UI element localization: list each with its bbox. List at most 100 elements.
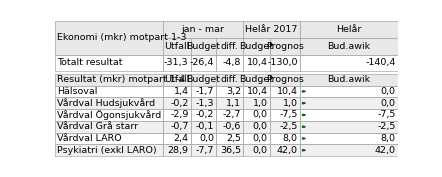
Bar	[216, 97, 243, 109]
Bar	[55, 121, 163, 133]
Bar	[163, 121, 191, 133]
Text: 42,0: 42,0	[277, 146, 298, 155]
Bar	[163, 109, 191, 121]
Bar	[300, 21, 398, 38]
Text: Budget: Budget	[187, 42, 221, 51]
Text: Vårdval Hudsjukvård: Vårdval Hudsjukvård	[57, 98, 156, 108]
Text: Prognos: Prognos	[266, 42, 304, 51]
Bar	[270, 97, 300, 109]
Text: diff.: diff.	[221, 75, 238, 84]
Text: 0,0: 0,0	[253, 110, 268, 119]
Text: Resultat (mkr) motpart 1-4: Resultat (mkr) motpart 1-4	[57, 75, 186, 84]
Text: 2,5: 2,5	[226, 134, 241, 143]
Bar	[300, 97, 398, 109]
Text: Totalt resultat: Totalt resultat	[57, 58, 123, 67]
Text: 0,0: 0,0	[253, 146, 268, 155]
Text: -2,9: -2,9	[170, 110, 188, 119]
Bar	[243, 21, 300, 38]
Text: 10,4: 10,4	[277, 87, 298, 96]
Bar	[216, 109, 243, 121]
Text: Prognos: Prognos	[266, 75, 304, 84]
Bar	[243, 55, 270, 71]
Bar	[216, 85, 243, 97]
Bar	[163, 74, 191, 85]
Bar	[55, 85, 163, 97]
Polygon shape	[303, 138, 305, 139]
Text: Utfall: Utfall	[164, 42, 190, 51]
Text: jan - mar: jan - mar	[182, 25, 225, 34]
Bar	[163, 133, 191, 144]
Text: 1,0: 1,0	[283, 99, 298, 108]
Text: Bud.awik: Bud.awik	[327, 42, 370, 51]
Text: 36,5: 36,5	[220, 146, 241, 155]
Text: 10,4: 10,4	[247, 87, 268, 96]
Bar	[216, 133, 243, 144]
Text: -1,3: -1,3	[196, 99, 214, 108]
Text: Budget: Budget	[239, 75, 273, 84]
Text: -140,4: -140,4	[366, 58, 396, 67]
Text: -7,7: -7,7	[196, 146, 214, 155]
Bar	[163, 55, 191, 71]
Bar	[191, 121, 216, 133]
Text: 0,0: 0,0	[199, 134, 214, 143]
Bar	[55, 21, 163, 55]
Text: Budget: Budget	[187, 75, 221, 84]
Text: -130,0: -130,0	[267, 58, 298, 67]
Text: -0,1: -0,1	[196, 122, 214, 131]
Bar	[55, 144, 163, 156]
Text: 0,0: 0,0	[381, 99, 396, 108]
Bar	[163, 97, 191, 109]
Bar	[300, 133, 398, 144]
Text: 42,0: 42,0	[375, 146, 396, 155]
Text: 0,0: 0,0	[253, 134, 268, 143]
Bar	[216, 38, 243, 55]
Text: -0,2: -0,2	[196, 110, 214, 119]
Text: Budget: Budget	[239, 42, 273, 51]
Bar	[243, 38, 270, 55]
Bar	[270, 74, 300, 85]
Bar	[243, 85, 270, 97]
Text: 1,1: 1,1	[226, 99, 241, 108]
Bar	[270, 55, 300, 71]
Text: -2,5: -2,5	[377, 122, 396, 131]
Text: Helår 2017: Helår 2017	[245, 25, 297, 34]
Polygon shape	[303, 114, 305, 116]
Text: 8,0: 8,0	[283, 134, 298, 143]
Bar	[300, 74, 398, 85]
Bar	[163, 85, 191, 97]
Text: -7,5: -7,5	[377, 110, 396, 119]
Bar	[243, 144, 270, 156]
Bar	[191, 97, 216, 109]
Bar	[55, 109, 163, 121]
Text: Hälsoval: Hälsoval	[57, 87, 98, 96]
Bar	[270, 133, 300, 144]
Bar	[270, 109, 300, 121]
Bar	[216, 144, 243, 156]
Text: Vårdval LARO: Vårdval LARO	[57, 134, 122, 143]
Bar	[191, 74, 216, 85]
Bar	[191, 38, 216, 55]
Bar	[300, 85, 398, 97]
Bar	[191, 133, 216, 144]
Polygon shape	[303, 126, 305, 127]
Polygon shape	[303, 91, 305, 92]
Text: -0,2: -0,2	[170, 99, 188, 108]
Bar	[55, 55, 163, 71]
Bar	[300, 121, 398, 133]
Text: 2,4: 2,4	[174, 134, 188, 143]
Bar	[216, 55, 243, 71]
Bar	[270, 121, 300, 133]
Polygon shape	[303, 102, 305, 104]
Text: -2,5: -2,5	[279, 122, 298, 131]
Text: 1,0: 1,0	[253, 99, 268, 108]
Text: 3,2: 3,2	[226, 87, 241, 96]
Text: -26,4: -26,4	[190, 58, 214, 67]
Bar	[163, 38, 191, 55]
Bar	[270, 38, 300, 55]
Polygon shape	[303, 150, 305, 151]
Bar	[243, 133, 270, 144]
Bar	[191, 55, 216, 71]
Bar	[191, 85, 216, 97]
Bar	[243, 74, 270, 85]
Text: 0,0: 0,0	[253, 122, 268, 131]
